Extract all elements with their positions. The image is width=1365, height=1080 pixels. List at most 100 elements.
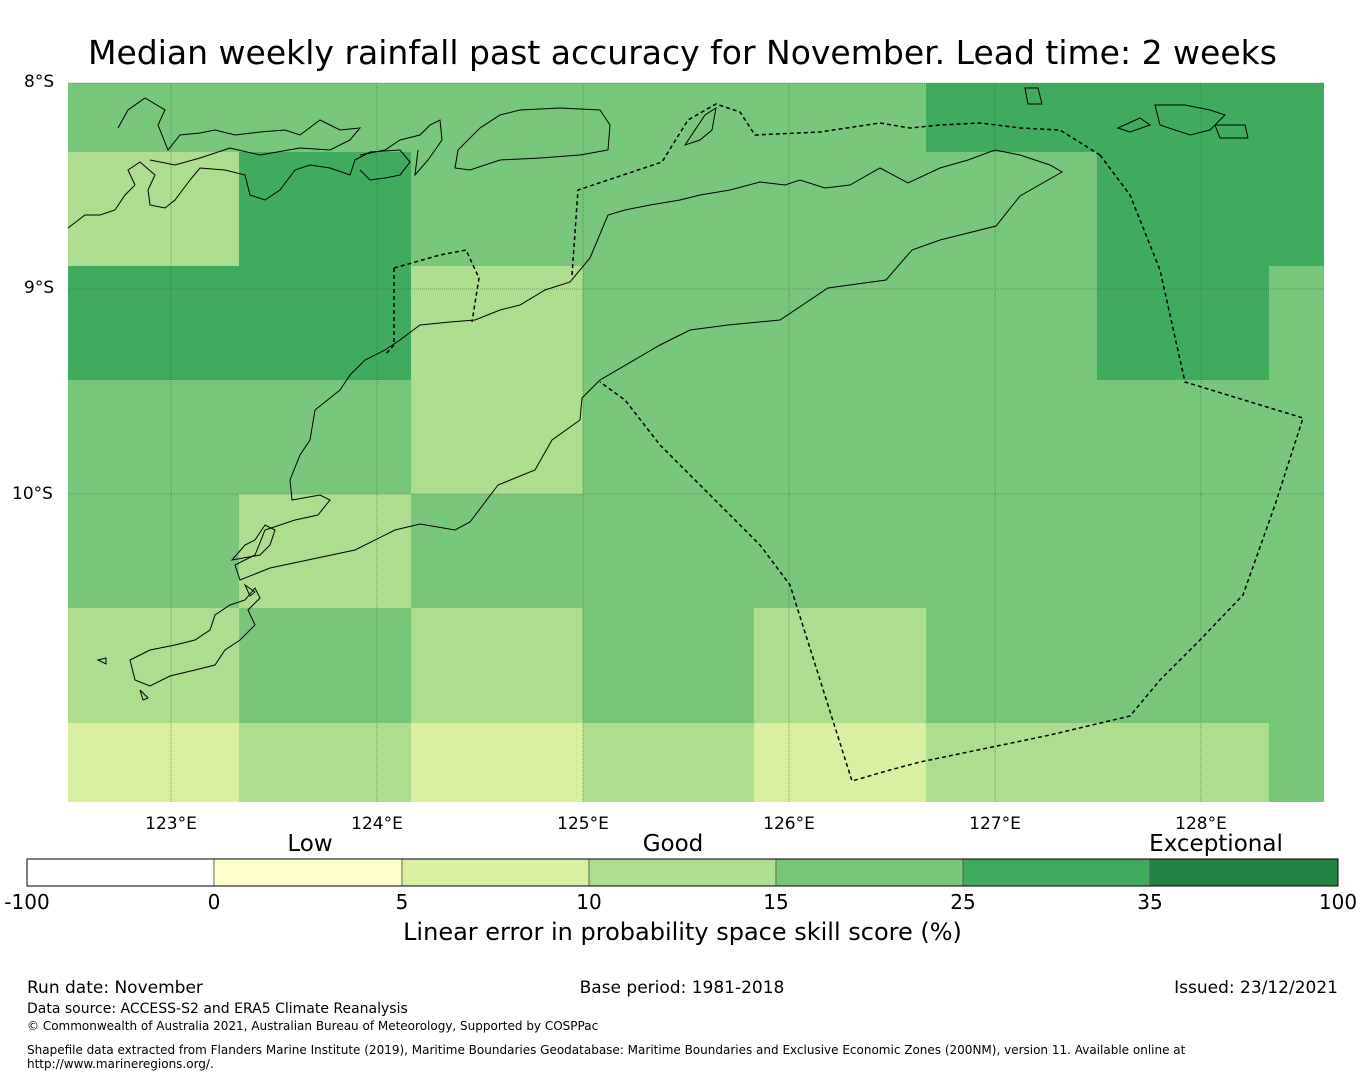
coastline-savu <box>129 587 261 687</box>
lon-label-126e: 126°E <box>763 814 815 834</box>
coastline-flores <box>67 149 411 229</box>
skill-cell <box>583 608 754 723</box>
skill-cell <box>926 494 1097 608</box>
skill-cell <box>583 494 754 608</box>
base-period: Base period: 1981-2018 <box>579 978 785 998</box>
skill-cell <box>239 152 411 266</box>
legend-category-exceptional: Exceptional <box>1149 831 1283 857</box>
graticule <box>68 82 1324 802</box>
skill-cell <box>1097 723 1269 802</box>
colorbar-segment <box>962 858 1151 887</box>
skill-cell <box>1097 266 1269 380</box>
colorbar-tick: 0 <box>207 890 221 914</box>
skill-cell <box>754 608 926 723</box>
shapefile-credit: Shapefile data extracted from Flanders M… <box>27 1043 1186 1057</box>
skill-cell <box>1097 494 1269 608</box>
skill-cell <box>1097 608 1269 723</box>
colorbar-tick: 100 <box>1318 890 1358 914</box>
lon-label-127e: 127°E <box>969 814 1021 834</box>
colorbar-segment <box>775 858 964 887</box>
lon-label-128e: 128°E <box>1175 814 1227 834</box>
skill-cell <box>411 494 583 608</box>
colorbar-tick: 10 <box>576 890 602 914</box>
colorbar-frame <box>26 858 1339 887</box>
skill-cell <box>1269 152 1324 266</box>
skill-cell <box>411 152 583 266</box>
skill-cell <box>239 494 411 608</box>
legend-category-good: Good <box>642 831 704 857</box>
coastline-small <box>96 583 256 701</box>
coastline-flores-north <box>117 97 362 166</box>
map-title: Median weekly rainfall past accuracy for… <box>88 33 1277 72</box>
colorbar-label: Linear error in probability space skill … <box>403 918 962 946</box>
skill-cell <box>754 152 926 266</box>
skill-cell <box>1269 723 1324 802</box>
skill-cell <box>1269 494 1324 608</box>
skill-cell <box>926 380 1097 494</box>
data-source: Data source: ACCESS-S2 and ERA5 Climate … <box>27 1001 408 1017</box>
coastline-wetar <box>454 107 611 171</box>
skill-cell <box>1269 266 1324 380</box>
skill-cell <box>1097 152 1269 266</box>
colorbar-segment <box>1149 858 1339 887</box>
skill-cell <box>583 266 754 380</box>
colorbar-tick: 35 <box>1137 890 1163 914</box>
eez-boundary-north <box>571 103 1101 276</box>
skill-cell <box>926 83 1324 152</box>
colorbar-tick: 25 <box>950 890 976 914</box>
boundaries <box>384 103 1304 782</box>
skill-cell <box>754 266 926 380</box>
skill-cell <box>68 380 239 494</box>
legend-category-low: Low <box>287 831 333 857</box>
colorbar-segment <box>213 858 403 887</box>
copyright: © Commonwealth of Australia 2021, Austra… <box>27 1019 599 1033</box>
lat-label-10s: 10°S <box>12 484 53 504</box>
skill-grid <box>68 83 1324 802</box>
skill-cell <box>68 152 239 266</box>
skill-cell <box>239 380 411 494</box>
skill-cell <box>583 380 754 494</box>
skill-cell <box>926 266 1097 380</box>
coastline-atauro <box>683 106 717 146</box>
skill-cell <box>411 723 583 802</box>
skill-cell <box>239 723 411 802</box>
colorbar-segment <box>26 858 215 887</box>
skill-cell <box>754 380 926 494</box>
coastlines <box>67 87 1249 701</box>
lat-label-9s: 9°S <box>24 278 55 298</box>
oecusse-boundary <box>384 249 480 356</box>
lat-label-8s: 8°S <box>24 72 55 92</box>
skill-cell <box>583 152 754 266</box>
issued-date: Issued: 23/12/2021 <box>1174 978 1338 998</box>
colorbar-segment <box>588 858 777 887</box>
skill-cell <box>68 494 239 608</box>
shapefile-url: http://www.marineregions.org/. <box>27 1057 214 1071</box>
skill-cell <box>68 723 239 802</box>
coastline-islands-east <box>1024 87 1249 139</box>
coastline-rote <box>230 524 276 561</box>
skill-cell <box>754 723 926 802</box>
lon-label-124e: 124°E <box>351 814 403 834</box>
skill-cell <box>239 608 411 723</box>
skill-cell <box>926 608 1097 723</box>
skill-cell <box>926 723 1097 802</box>
lon-label-125e: 125°E <box>557 814 609 834</box>
coastline-timor <box>234 149 1063 581</box>
colorbar-tick: 15 <box>763 890 789 914</box>
lon-label-123e: 123°E <box>145 814 197 834</box>
colorbar-tick: 5 <box>395 890 409 914</box>
skill-cell <box>411 608 583 723</box>
skill-cell <box>68 266 239 380</box>
skill-cell <box>411 380 583 494</box>
run-date: Run date: November <box>27 978 203 998</box>
skill-cell <box>754 494 926 608</box>
skill-cell <box>926 152 1097 266</box>
skill-cell <box>239 266 411 380</box>
eez-boundary-east <box>599 154 1304 782</box>
colorbar-tick: -100 <box>4 890 50 914</box>
skill-cell <box>1269 608 1324 723</box>
skill-cell <box>583 723 754 802</box>
colorbar-segment <box>401 858 590 887</box>
coastline-alor <box>359 119 443 177</box>
